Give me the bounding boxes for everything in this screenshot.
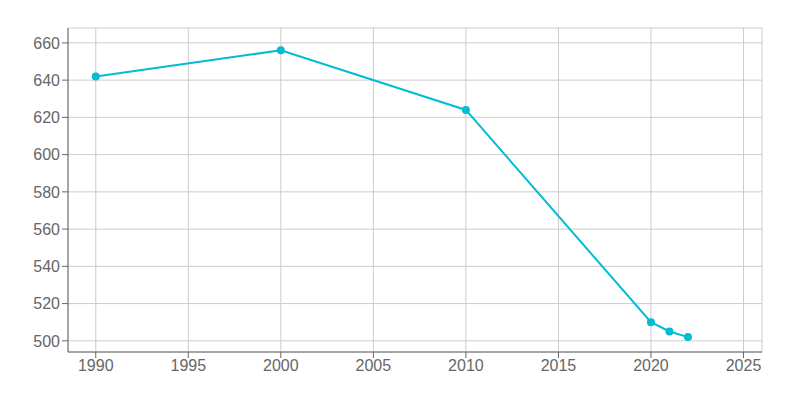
svg-text:2005: 2005 bbox=[356, 357, 392, 374]
svg-text:560: 560 bbox=[33, 221, 60, 238]
svg-text:520: 520 bbox=[33, 295, 60, 312]
svg-text:620: 620 bbox=[33, 109, 60, 126]
svg-text:1995: 1995 bbox=[170, 357, 206, 374]
svg-text:2025: 2025 bbox=[726, 357, 762, 374]
svg-text:2010: 2010 bbox=[448, 357, 484, 374]
svg-text:600: 600 bbox=[33, 146, 60, 163]
svg-text:640: 640 bbox=[33, 72, 60, 89]
svg-text:2000: 2000 bbox=[263, 357, 299, 374]
svg-text:540: 540 bbox=[33, 258, 60, 275]
svg-text:580: 580 bbox=[33, 184, 60, 201]
svg-text:2020: 2020 bbox=[633, 357, 669, 374]
svg-text:1990: 1990 bbox=[78, 357, 114, 374]
svg-text:2015: 2015 bbox=[541, 357, 577, 374]
svg-text:660: 660 bbox=[33, 35, 60, 52]
svg-text:500: 500 bbox=[33, 333, 60, 350]
